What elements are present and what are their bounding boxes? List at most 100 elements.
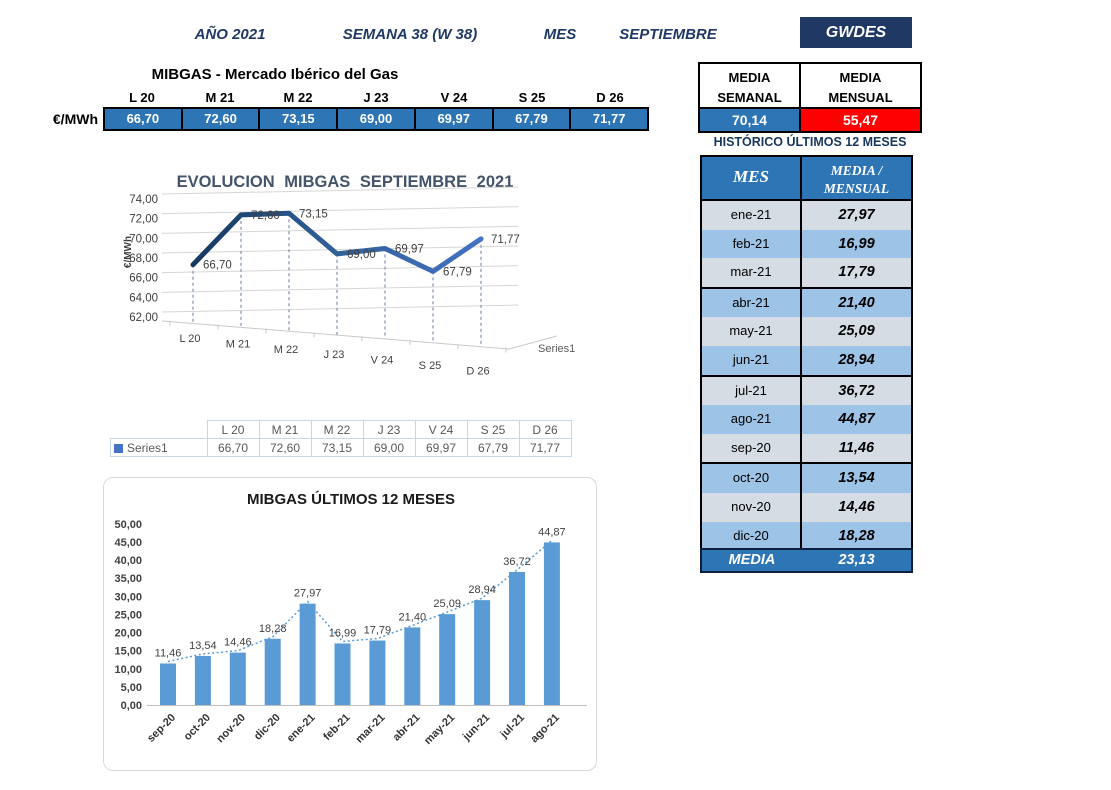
series-value-cell[interactable]: 71,77 (518, 438, 572, 457)
historic-value-cell[interactable]: 17,79 (802, 258, 911, 287)
series-value-cell[interactable]: 69,97 (414, 438, 468, 457)
line-y-tick: 70,00 (129, 233, 158, 245)
bar-x-tick: feb-21 (321, 712, 352, 743)
line-y-tick: 74,00 (129, 194, 158, 206)
historic-row: jun-21 28,94 (702, 345, 911, 375)
series-table-data-row[interactable]: Series1 66,70 72,60 73,15 69,00 69,97 67,79 71,… (110, 438, 572, 457)
historic-row: abr-21 21,40 (702, 286, 911, 318)
line-y-tick: 64,00 (129, 292, 158, 304)
bar[interactable] (404, 627, 421, 705)
bar-y-tick: 5,00 (121, 682, 142, 694)
line-x-tick: M 22 (274, 344, 298, 356)
historic-value-cell[interactable]: 27,97 (802, 201, 911, 230)
historic-month-cell[interactable]: mar-21 (702, 258, 802, 287)
bar[interactable] (229, 652, 246, 705)
weekly-value-cell[interactable]: 72,60 (180, 109, 259, 129)
media-mensual-line1: MEDIA (839, 70, 882, 85)
media-semanal-value[interactable]: 70,14 (700, 109, 801, 131)
historic-month-cell[interactable]: ago-21 (702, 405, 802, 434)
series-value-cell[interactable]: 72,60 (258, 438, 312, 457)
series-data-table[interactable]: L 20 M 21 M 22 J 23 V 24 S 25 D 26 Series1 66,70… (110, 420, 572, 457)
series-value-cell[interactable]: 73,15 (310, 438, 364, 457)
historic-month-cell[interactable]: feb-21 (702, 229, 802, 259)
historic-value-cell[interactable]: 28,94 (802, 345, 911, 375)
series-value-cell[interactable]: 69,00 (362, 438, 416, 457)
historic-value-cell[interactable]: 36,72 (802, 376, 911, 406)
weekly-value-cell[interactable]: 71,77 (569, 109, 648, 129)
historic-value-cell[interactable]: 21,40 (802, 288, 911, 318)
bar[interactable] (474, 600, 491, 705)
bar-y-tick: 35,00 (114, 573, 142, 585)
line-series-path[interactable] (190, 210, 484, 274)
weekly-value-cell[interactable]: 69,97 (413, 109, 492, 129)
line-point-label: 67,79 (443, 266, 472, 278)
series-value-cell[interactable]: 67,79 (466, 438, 520, 457)
bar[interactable] (439, 614, 456, 705)
historic-row: oct-20 13,54 (702, 462, 911, 493)
bar[interactable] (299, 603, 316, 705)
line-chart[interactable]: EVOLUCION MIBGAS SEPTIEMBRE 2021 62,00 64,… (98, 160, 582, 392)
series-table-day-header: M 21 (258, 420, 312, 439)
series-legend-label: Series1 (127, 440, 168, 455)
historic-value-cell[interactable]: 25,09 (802, 317, 911, 346)
bar-y-tick: 15,00 (114, 646, 142, 658)
series-table-day-header: J 23 (362, 420, 416, 439)
historic-month-cell[interactable]: oct-20 (702, 464, 802, 493)
bar-series[interactable] (160, 542, 560, 705)
bar-chart[interactable]: MIBGAS ÚLTIMOS 12 MESES 0,00 5,00 10,00 15,0… (103, 477, 597, 771)
historic-value-cell[interactable]: 13,54 (802, 464, 911, 493)
historic-col-media: MEDIA / MENSUAL (802, 157, 911, 199)
historic-month-cell[interactable]: nov-20 (702, 492, 802, 522)
historic-table: MES MEDIA / MENSUAL ene-21 27,97 feb-21 16,… (700, 155, 913, 553)
historic-value-cell[interactable]: 11,46 (802, 433, 911, 463)
historic-month-cell[interactable]: abr-21 (702, 288, 802, 318)
series-table-corner (110, 420, 208, 439)
line-chart-title: EVOLUCION MIBGAS SEPTIEMBRE 2021 (177, 173, 514, 191)
bar[interactable] (509, 571, 525, 705)
historic-value-cell[interactable]: 18,28 (802, 521, 911, 551)
bar[interactable] (264, 638, 281, 705)
weekly-value-cell[interactable]: 67,79 (491, 109, 570, 129)
bar-x-labels: sep-20 oct-20 nov-20 dic-20 ene-21 feb-21 mar-… (145, 712, 562, 747)
unit-label: €/MWh (52, 111, 98, 127)
line-chart-svg[interactable]: EVOLUCION MIBGAS SEPTIEMBRE 2021 62,00 64,… (98, 160, 582, 392)
historic-value-cell[interactable]: 44,87 (802, 405, 911, 434)
bar-x-tick: jun-21 (460, 712, 492, 744)
bar-value-label: 28,94 (468, 584, 496, 596)
bar-value-label: 44,87 (538, 526, 566, 538)
media-semanal-line2: SEMANAL (717, 89, 782, 105)
historic-month-cell[interactable]: sep-20 (702, 433, 802, 463)
weekly-value-cell[interactable]: 73,15 (258, 109, 337, 129)
bar[interactable] (160, 663, 176, 705)
weekly-values-row[interactable]: 66,70 72,60 73,15 69,00 69,97 67,79 71,77 (103, 107, 649, 131)
bar-chart-svg[interactable]: MIBGAS ÚLTIMOS 12 MESES 0,00 5,00 10,00 15,0… (104, 478, 596, 770)
bar-y-tick: 10,00 (114, 664, 142, 676)
line-legend-label: Series1 (538, 343, 575, 355)
weekly-day-header: V 24 (440, 90, 468, 105)
series-value-cell[interactable]: 66,70 (206, 438, 260, 457)
historic-month-cell[interactable]: jul-21 (702, 376, 802, 406)
historic-month-cell[interactable]: ene-21 (702, 201, 802, 230)
bar[interactable] (369, 640, 386, 705)
bar[interactable] (334, 643, 351, 705)
historic-row: feb-21 16,99 (702, 229, 911, 259)
historic-value-cell[interactable]: 16,99 (802, 229, 911, 259)
bar[interactable] (194, 655, 211, 705)
historic-month-cell[interactable]: jun-21 (702, 345, 802, 375)
historic-media-value[interactable]: 23,13 (838, 552, 875, 568)
weekly-day-header: D 26 (596, 90, 624, 105)
bar-x-tick: mar-21 (354, 712, 388, 746)
historic-month-cell[interactable]: dic-20 (702, 521, 802, 551)
bar-value-label: 17,79 (364, 625, 392, 637)
historic-value-cell[interactable]: 14,46 (802, 492, 911, 522)
line-y-axis-title: €/MWh (123, 236, 134, 268)
bar[interactable] (543, 542, 560, 705)
bar-y-tick: 20,00 (114, 628, 142, 640)
historic-month-cell[interactable]: may-21 (702, 317, 802, 346)
historic-header-row: MES MEDIA / MENSUAL (702, 157, 911, 201)
line-y-tick: 62,00 (129, 312, 158, 324)
media-mensual-value[interactable]: 55,47 (801, 109, 920, 131)
weekly-value-cell[interactable]: 69,00 (336, 109, 414, 129)
weekly-value-cell[interactable]: 66,70 (105, 109, 181, 129)
